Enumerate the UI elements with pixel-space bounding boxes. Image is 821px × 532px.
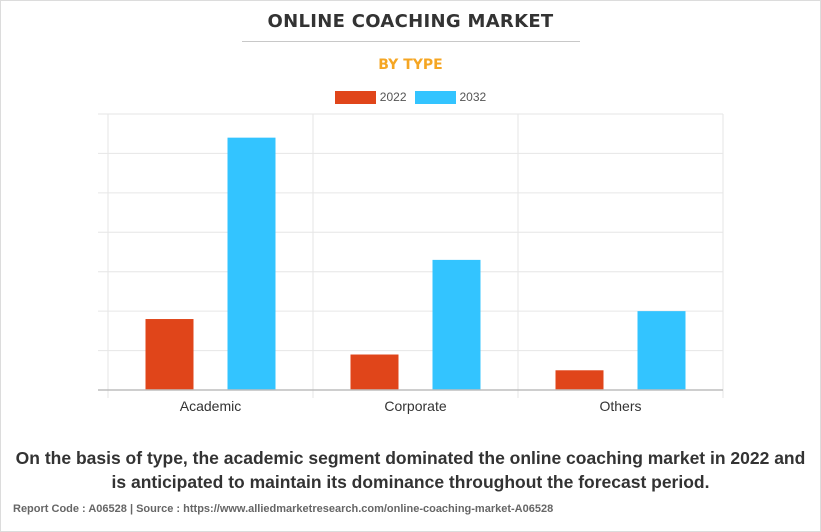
legend-swatch-2032 <box>414 90 456 104</box>
x-tick-label-corporate: Corporate <box>384 398 446 414</box>
chart-legend: 2022 2032 <box>0 90 821 104</box>
bar-others-2022 <box>555 370 604 390</box>
legend-swatch-2022 <box>334 90 376 104</box>
chart-caption: On the basis of type, the academic segme… <box>15 448 806 492</box>
legend-label-2022: 2022 <box>379 90 407 104</box>
bar-academic-2022 <box>145 319 194 390</box>
title-divider <box>242 41 580 42</box>
x-tick-label-academic: Academic <box>180 398 241 414</box>
legend-label-2032: 2032 <box>459 90 487 104</box>
chart-title: ONLINE COACHING MARKET <box>267 11 554 32</box>
x-tick-label-others: Others <box>599 398 641 414</box>
bar-corporate-2032 <box>432 259 481 390</box>
bar-academic-2032 <box>227 137 276 390</box>
bar-others-2032 <box>637 311 686 390</box>
legend-item-2022[interactable]: 2022 <box>334 90 407 104</box>
legend-item-2032[interactable]: 2032 <box>414 90 487 104</box>
report-footer: Report Code : A06528 | Source : https://… <box>13 503 554 515</box>
bar-corporate-2022 <box>350 354 399 390</box>
chart-subtitle: BY TYPE <box>378 57 443 73</box>
